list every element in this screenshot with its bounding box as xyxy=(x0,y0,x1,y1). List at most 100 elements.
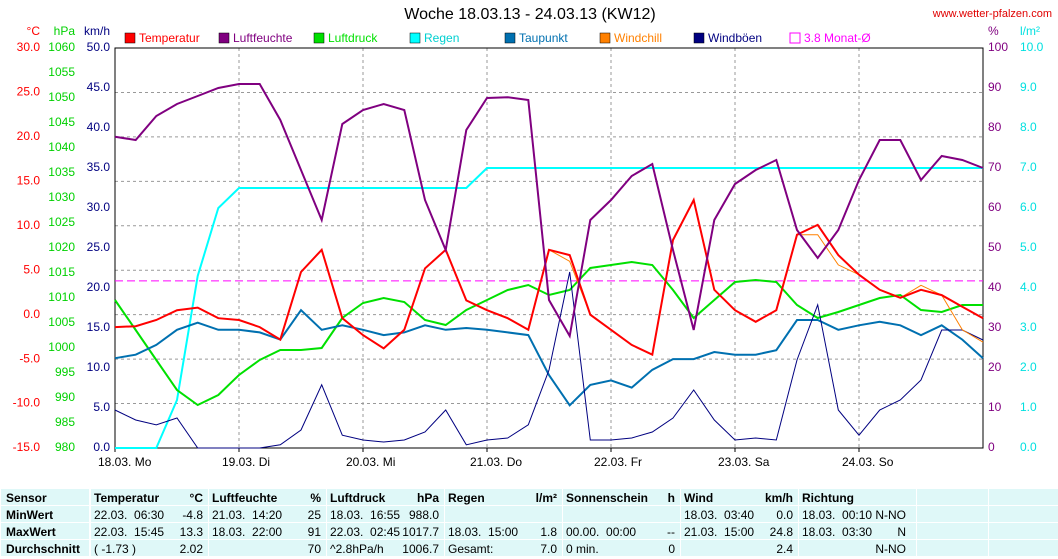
y-tick-label: 100 xyxy=(988,40,1008,54)
table-cell: ( -1.73 ) 2.02 xyxy=(91,540,208,556)
table-cell: 22.03. 02:45 1017.7 xyxy=(327,523,444,539)
y-tick-label: 25.0 xyxy=(87,240,111,254)
cell-text: Sensor xyxy=(6,491,47,505)
x-tick-label: 18.03. Mo xyxy=(98,455,152,469)
y-tick-label: 90 xyxy=(988,80,1002,94)
cell-text: 18.03. 03:40 xyxy=(684,508,755,522)
y-tick-label: 1050 xyxy=(48,90,75,104)
y-tick-label: 1010 xyxy=(48,290,75,304)
table-cell: 0 min. 0 xyxy=(563,540,680,556)
table-cell: Gesamt: 7.0 xyxy=(445,540,562,556)
y-tick-label: -5.0 xyxy=(19,351,40,365)
cell-text: Luftfeuchte xyxy=(212,491,278,505)
cell-text: MaxWert xyxy=(6,525,56,539)
cell-text: 13.3 xyxy=(179,525,203,539)
table-cell: 18.03. 00:10 N-NO xyxy=(799,506,916,522)
y-tick-label: 8.0 xyxy=(1020,120,1037,134)
cell-text: N xyxy=(897,525,906,539)
y-tick-label: 10.0 xyxy=(1020,40,1044,54)
y-tick-label: 995 xyxy=(55,365,75,379)
legend-swatch xyxy=(789,32,801,44)
y-tick-label: 50.0 xyxy=(87,40,111,54)
axis-unit: hPa xyxy=(54,24,76,38)
series-line xyxy=(114,308,984,407)
y-tick-label: 40 xyxy=(988,280,1002,294)
y-tick-label: 1020 xyxy=(48,240,75,254)
axis-unit: l/m² xyxy=(1020,24,1040,38)
y-tick-label: 10 xyxy=(988,400,1002,414)
table-cell: 18.03. 16:55 988.0 xyxy=(327,506,444,522)
legend-swatch xyxy=(218,32,230,44)
y-tick-label: 15.0 xyxy=(87,320,111,334)
table-cell: Wind km/h xyxy=(681,489,798,505)
cell-text: 2.4 xyxy=(776,542,793,556)
legend-swatch xyxy=(124,32,136,44)
legend-swatch xyxy=(504,32,516,44)
cell-text: 1017.7 xyxy=(402,525,439,539)
y-tick-label: 40.0 xyxy=(87,120,111,134)
cell-text: Luftdruck xyxy=(330,491,386,505)
table-cell: Regen l/m² xyxy=(445,489,562,505)
cell-text: 25 xyxy=(307,508,321,522)
legend-label: Luftfeuchte xyxy=(233,31,293,45)
y-tick-label: 0.0 xyxy=(93,440,110,454)
cell-text: MinWert xyxy=(6,508,54,522)
cell-text: 18.03. 15:00 xyxy=(448,525,519,539)
plot-frame xyxy=(114,47,984,449)
table-cell: 21.03. 14:20 25 xyxy=(209,506,326,522)
cell-text: hPa xyxy=(416,491,439,505)
y-tick-label: 1025 xyxy=(48,215,75,229)
cell-text: Wind xyxy=(684,491,714,505)
y-tick-label: 5.0 xyxy=(93,400,110,414)
cell-text: Gesamt: xyxy=(448,542,494,556)
cell-text: 21.03. 15:00 xyxy=(684,525,755,539)
y-tick-label: 45.0 xyxy=(87,80,111,94)
cell-text: l/m² xyxy=(535,491,557,505)
y-tick-label: 2.0 xyxy=(1020,360,1037,374)
cell-text: 0 xyxy=(668,542,675,556)
y-tick-label: 990 xyxy=(55,390,75,404)
y-tick-label: 20 xyxy=(988,360,1002,374)
table-cell: 18.03. 15:00 1.8 xyxy=(445,523,562,539)
table-cell xyxy=(445,506,562,522)
legend-label: Luftdruck xyxy=(328,31,378,45)
table-cell: Sonnenschein h xyxy=(563,489,680,505)
y-tick-label: 6.0 xyxy=(1020,200,1037,214)
cell-text: 18.03. 22:00 xyxy=(212,525,283,539)
series-line xyxy=(114,83,984,339)
y-tick-label: 0 xyxy=(988,440,995,454)
cell-text: 1006.7 xyxy=(402,542,439,556)
cell-text: 00.00. 00:00 xyxy=(566,525,637,539)
series-line xyxy=(114,271,984,449)
y-tick-label: 20.0 xyxy=(17,129,41,143)
y-tick-label: 30.0 xyxy=(17,40,41,54)
y-tick-label: -10.0 xyxy=(13,396,41,410)
y-tick-label: 1040 xyxy=(48,140,75,154)
row-label: Sensor xyxy=(1,489,89,505)
row-label: MinWert xyxy=(1,506,89,522)
table-cell: 18.03. 22:00 91 xyxy=(209,523,326,539)
table-cell: 00.00. 00:00 -- xyxy=(563,523,680,539)
table-cell: 18.03. 03:30 N xyxy=(799,523,916,539)
y-tick-label: 5.0 xyxy=(23,262,40,276)
y-tick-label: 30.0 xyxy=(87,200,111,214)
table-cell xyxy=(917,506,988,522)
table-cell: N-NO xyxy=(799,540,916,556)
x-tick-label: 19.03. Di xyxy=(222,455,270,469)
cell-text: Sonnenschein xyxy=(566,491,649,505)
y-tick-label: 70 xyxy=(988,160,1002,174)
y-tick-label: 0.0 xyxy=(23,307,40,321)
y-tick-label: 4.0 xyxy=(1020,280,1037,294)
x-tick-label: 20.03. Mi xyxy=(346,455,395,469)
y-tick-label: 1060 xyxy=(48,40,75,54)
y-tick-label: 10.0 xyxy=(87,360,111,374)
cell-text: 22.03. 06:30 xyxy=(94,508,165,522)
table-cell xyxy=(989,489,1058,505)
table-cell: 22.03. 06:30 -4.8 xyxy=(91,506,208,522)
cell-text: 18.03. 00:10 xyxy=(802,508,873,522)
y-tick-label: 20.0 xyxy=(87,280,111,294)
table-cell xyxy=(989,540,1058,556)
cell-text: Durchschnitt xyxy=(6,542,81,556)
y-tick-label: 1.0 xyxy=(1020,400,1037,414)
